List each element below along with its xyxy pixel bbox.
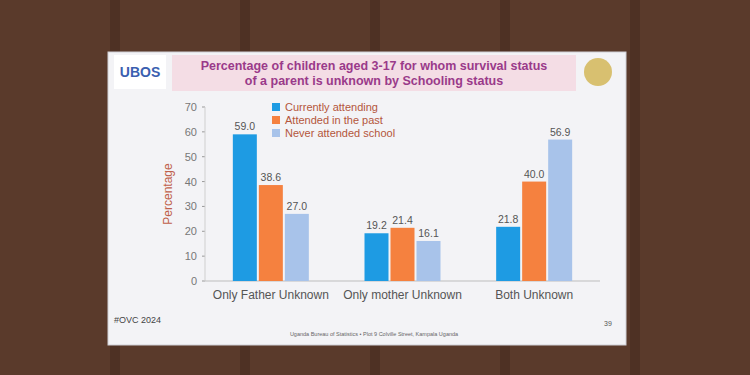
canvas: UBOS Percentage of children aged 3-17 for… (0, 0, 750, 375)
slide (108, 52, 626, 345)
page-number: 39 (604, 320, 612, 327)
data-label: 21.8 (498, 213, 519, 225)
y-axis (205, 107, 206, 281)
y-tick-label: 0 (191, 275, 197, 287)
logo-text: UBOS (120, 64, 160, 80)
bar (417, 241, 441, 281)
data-labels: 59.0 38.6 27.0 19.2 21.4 16.1 21.8 40.0 56.9 (235, 120, 571, 239)
legend-swatch (272, 116, 280, 124)
legend-label: Attended in the past (285, 114, 383, 126)
legend-label: Never attended school (285, 127, 395, 139)
y-tick-label: 50 (185, 151, 197, 163)
y-tick-label: 60 (185, 126, 197, 138)
wall-panel (640, 0, 750, 375)
bar (522, 182, 546, 281)
emblem (584, 58, 612, 86)
bar (233, 134, 257, 281)
data-label: 27.0 (287, 200, 308, 212)
wall (0, 0, 750, 375)
wall-panel (0, 0, 110, 375)
legend-swatch (272, 103, 280, 111)
title: Percentage of children aged 3-17 for who… (201, 59, 548, 88)
bar (548, 140, 572, 281)
bar (391, 228, 415, 281)
bar (285, 214, 309, 281)
x-tick-label: Both Unknown (495, 288, 573, 302)
hashtag: #OVC 2024 (114, 315, 161, 325)
data-label: 16.1 (418, 227, 439, 239)
x-tick-label: Only mother Unknown (343, 288, 462, 302)
title-box (172, 55, 576, 91)
y-axis-label: Percentage (161, 163, 175, 225)
data-label: 56.9 (550, 126, 571, 138)
data-label: 38.6 (261, 171, 282, 183)
data-label: 21.4 (392, 214, 413, 226)
bars (233, 134, 572, 281)
legend-swatch (272, 129, 280, 137)
y-tick-label: 20 (185, 225, 197, 237)
data-label: 40.0 (524, 168, 545, 180)
footer-text: Uganda Bureau of Statistics • Plot 9 Col… (290, 331, 459, 337)
logo-box (114, 55, 166, 89)
data-label: 59.0 (235, 120, 256, 132)
y-tick-label: 40 (185, 176, 197, 188)
bar (259, 185, 283, 281)
bar (365, 233, 389, 281)
x-tick-label: Only Father Unknown (213, 288, 329, 302)
legend-label: Currently attending (285, 101, 378, 113)
data-label: 19.2 (366, 219, 387, 231)
y-tick-label: 30 (185, 200, 197, 212)
y-tick-label: 10 (185, 250, 197, 262)
y-tick-label: 70 (185, 101, 197, 113)
bar (496, 227, 520, 281)
